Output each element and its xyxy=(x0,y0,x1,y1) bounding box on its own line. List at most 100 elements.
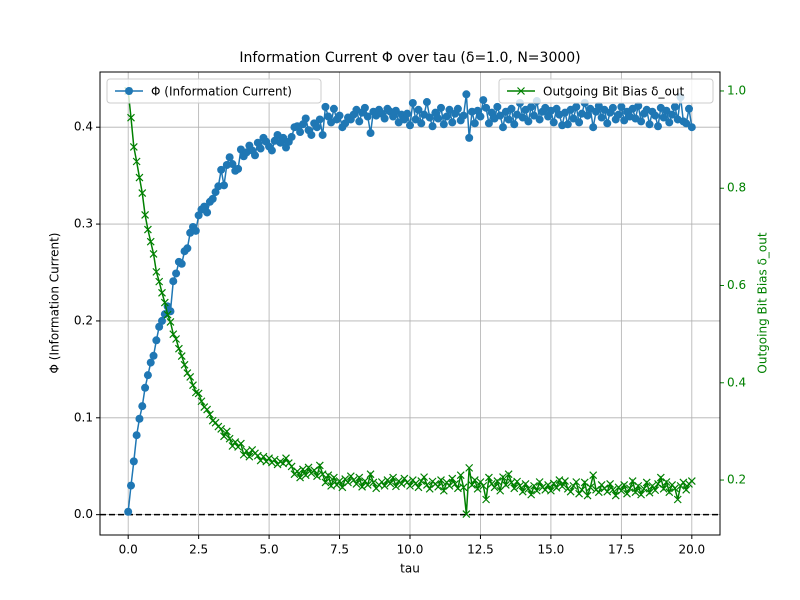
point xyxy=(665,118,674,127)
point xyxy=(524,117,533,126)
x-marker xyxy=(594,488,603,497)
x-marker xyxy=(634,481,643,490)
x-marker xyxy=(451,480,460,488)
point xyxy=(177,259,186,268)
point xyxy=(267,146,276,155)
x-marker xyxy=(527,490,536,499)
point xyxy=(391,106,400,115)
point xyxy=(287,132,296,141)
point xyxy=(518,113,527,122)
x-marker xyxy=(572,478,581,486)
x-marker xyxy=(293,467,302,476)
point xyxy=(135,414,144,423)
point xyxy=(127,481,135,490)
point xyxy=(307,130,316,139)
y2-tick-label: 0.6 xyxy=(727,278,746,292)
x-marker xyxy=(501,480,510,489)
x-marker xyxy=(180,360,189,369)
x-marker xyxy=(174,344,183,353)
point xyxy=(634,101,643,110)
x-marker xyxy=(329,473,338,482)
point xyxy=(499,123,507,132)
x-marker xyxy=(205,410,214,419)
x-marker xyxy=(662,478,671,486)
x-marker xyxy=(566,487,575,496)
x-marker xyxy=(617,486,626,495)
x-marker xyxy=(222,427,231,436)
x-marker xyxy=(259,452,268,461)
point xyxy=(256,144,265,153)
point xyxy=(493,102,502,111)
x-marker xyxy=(569,481,578,490)
point xyxy=(659,113,668,122)
legend: Outgoing Bit Bias δ_out xyxy=(498,78,714,104)
x-marker xyxy=(211,418,220,427)
point xyxy=(380,114,389,123)
x-marker xyxy=(172,335,181,343)
point xyxy=(445,105,454,114)
x-marker xyxy=(603,487,612,496)
x-marker xyxy=(422,480,431,489)
x-marker xyxy=(682,485,691,494)
y2-axis-label: Outgoing Bit Bias δ_out xyxy=(756,232,770,373)
point xyxy=(549,118,558,127)
x-marker xyxy=(163,310,172,319)
point xyxy=(687,123,696,132)
x-marker xyxy=(332,480,341,489)
legend-label: Φ (Information Current) xyxy=(151,85,292,99)
point xyxy=(234,164,243,173)
point xyxy=(366,129,375,138)
x-marker xyxy=(645,488,654,497)
plot-frame xyxy=(99,71,721,536)
chart-title: Information Current Φ over tau (δ=1.0, N… xyxy=(239,50,580,66)
point xyxy=(496,111,505,120)
x-marker xyxy=(143,225,152,234)
point xyxy=(439,120,448,129)
x-marker xyxy=(127,113,135,122)
x-marker xyxy=(589,471,598,480)
x-tick-label: 0.0 xyxy=(119,543,138,557)
x-tick-label: 10.0 xyxy=(397,543,424,557)
point xyxy=(355,117,364,126)
x-marker xyxy=(358,482,367,491)
x-marker xyxy=(504,470,513,479)
point xyxy=(403,109,412,118)
x-marker xyxy=(203,405,212,414)
point xyxy=(152,336,161,345)
x-marker xyxy=(414,483,423,492)
x-marker xyxy=(321,478,330,487)
y-tick-label: 0.1 xyxy=(74,410,93,424)
point xyxy=(645,120,654,129)
x-marker xyxy=(462,510,471,519)
x-marker xyxy=(459,483,468,492)
point xyxy=(208,194,217,203)
legend-label: Outgoing Bit Bias δ_out xyxy=(543,85,684,99)
x-marker xyxy=(344,478,352,487)
point xyxy=(476,112,485,121)
x-marker xyxy=(679,478,688,487)
x-marker xyxy=(160,298,169,307)
point xyxy=(251,151,259,160)
point xyxy=(335,111,344,120)
x-marker xyxy=(363,480,372,489)
x-marker xyxy=(631,488,640,497)
x-tick-label: 7.5 xyxy=(330,543,349,557)
x-marker xyxy=(183,369,192,377)
point xyxy=(315,115,324,124)
point xyxy=(442,112,451,121)
x-marker xyxy=(513,477,522,486)
x-marker xyxy=(544,480,553,489)
x-marker xyxy=(482,495,491,504)
x-tick-label: 17.5 xyxy=(608,543,635,557)
x-marker xyxy=(558,482,567,491)
point xyxy=(417,119,426,128)
point xyxy=(425,113,434,122)
x-marker xyxy=(665,488,674,497)
point xyxy=(149,351,158,360)
point xyxy=(138,402,147,411)
x-marker xyxy=(186,373,195,381)
x-marker xyxy=(149,249,158,258)
x-marker xyxy=(411,479,420,488)
x-marker xyxy=(132,157,141,166)
x-marker xyxy=(648,481,657,490)
